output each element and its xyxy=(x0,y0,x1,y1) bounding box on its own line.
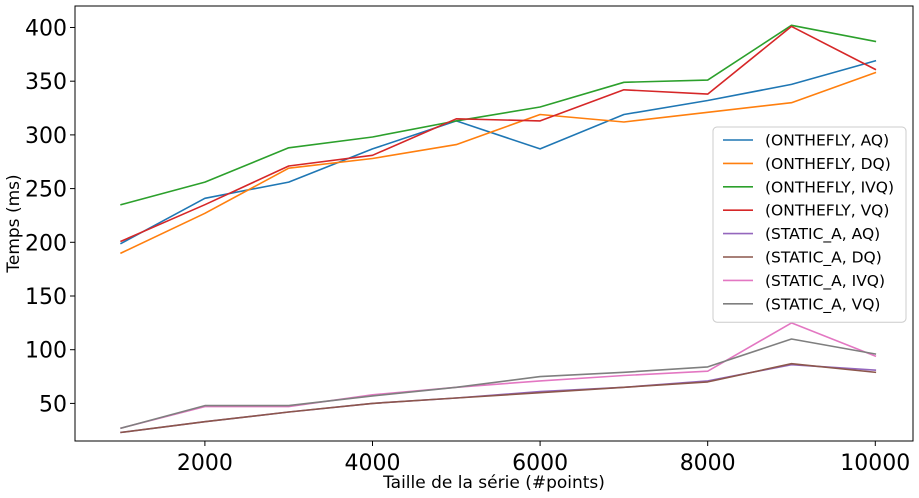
series-layer xyxy=(120,24,877,434)
x-tick-label-2: 4000 xyxy=(344,451,400,476)
y-axis-label: Temps (ms) xyxy=(4,174,24,273)
x-axis-label: Taille de la série (#points) xyxy=(382,473,605,493)
y-tick-label-6: 300 xyxy=(25,124,67,149)
legend-label-8: (STATIC_A, VQ) xyxy=(765,295,880,314)
x-tick-label-5: 10000 xyxy=(840,451,910,476)
x-tick-label-1: 2000 xyxy=(177,451,233,476)
series-line-8 xyxy=(120,338,877,430)
legend-label-2: (ONTHEFLY, DQ) xyxy=(765,155,891,173)
series-line-6 xyxy=(120,362,877,434)
x-axis: 2000 4000 6000 8000 10000 xyxy=(177,441,910,476)
y-tick-label-5: 250 xyxy=(25,178,67,203)
x-tick-label-4: 8000 xyxy=(680,451,736,476)
y-axis: 50 100 150 200 250 300 350 400 xyxy=(25,16,75,417)
series-line-7 xyxy=(120,322,877,430)
series-line-4 xyxy=(120,25,877,243)
legend-box xyxy=(712,126,907,323)
y-tick-label-3: 150 xyxy=(25,285,67,310)
legend-label-6: (STATIC_A, DQ) xyxy=(765,249,882,268)
legend-label-7: (STATIC_A, IVQ) xyxy=(765,272,885,291)
legend-label-1: (ONTHEFLY, AQ) xyxy=(765,132,889,150)
x-tick-label-3: 6000 xyxy=(512,451,568,476)
series-line-2 xyxy=(120,71,877,255)
legend-label-4: (ONTHEFLY, VQ) xyxy=(765,202,889,220)
y-tick-label-8: 400 xyxy=(25,16,67,41)
series-line-3 xyxy=(120,24,877,206)
plot-frame xyxy=(74,5,914,442)
legend-label-5: (STATIC_A, AQ) xyxy=(765,225,880,244)
legend: (ONTHEFLY, AQ) (ONTHEFLY, DQ) (ONTHEFLY, I… xyxy=(712,126,907,323)
y-tick-label-4: 200 xyxy=(25,231,67,256)
y-tick-label-1: 50 xyxy=(39,392,67,417)
y-tick-label-2: 100 xyxy=(25,339,67,364)
y-tick-label-7: 350 xyxy=(25,70,67,95)
legend-label-3: (ONTHEFLY, IVQ) xyxy=(765,178,894,196)
